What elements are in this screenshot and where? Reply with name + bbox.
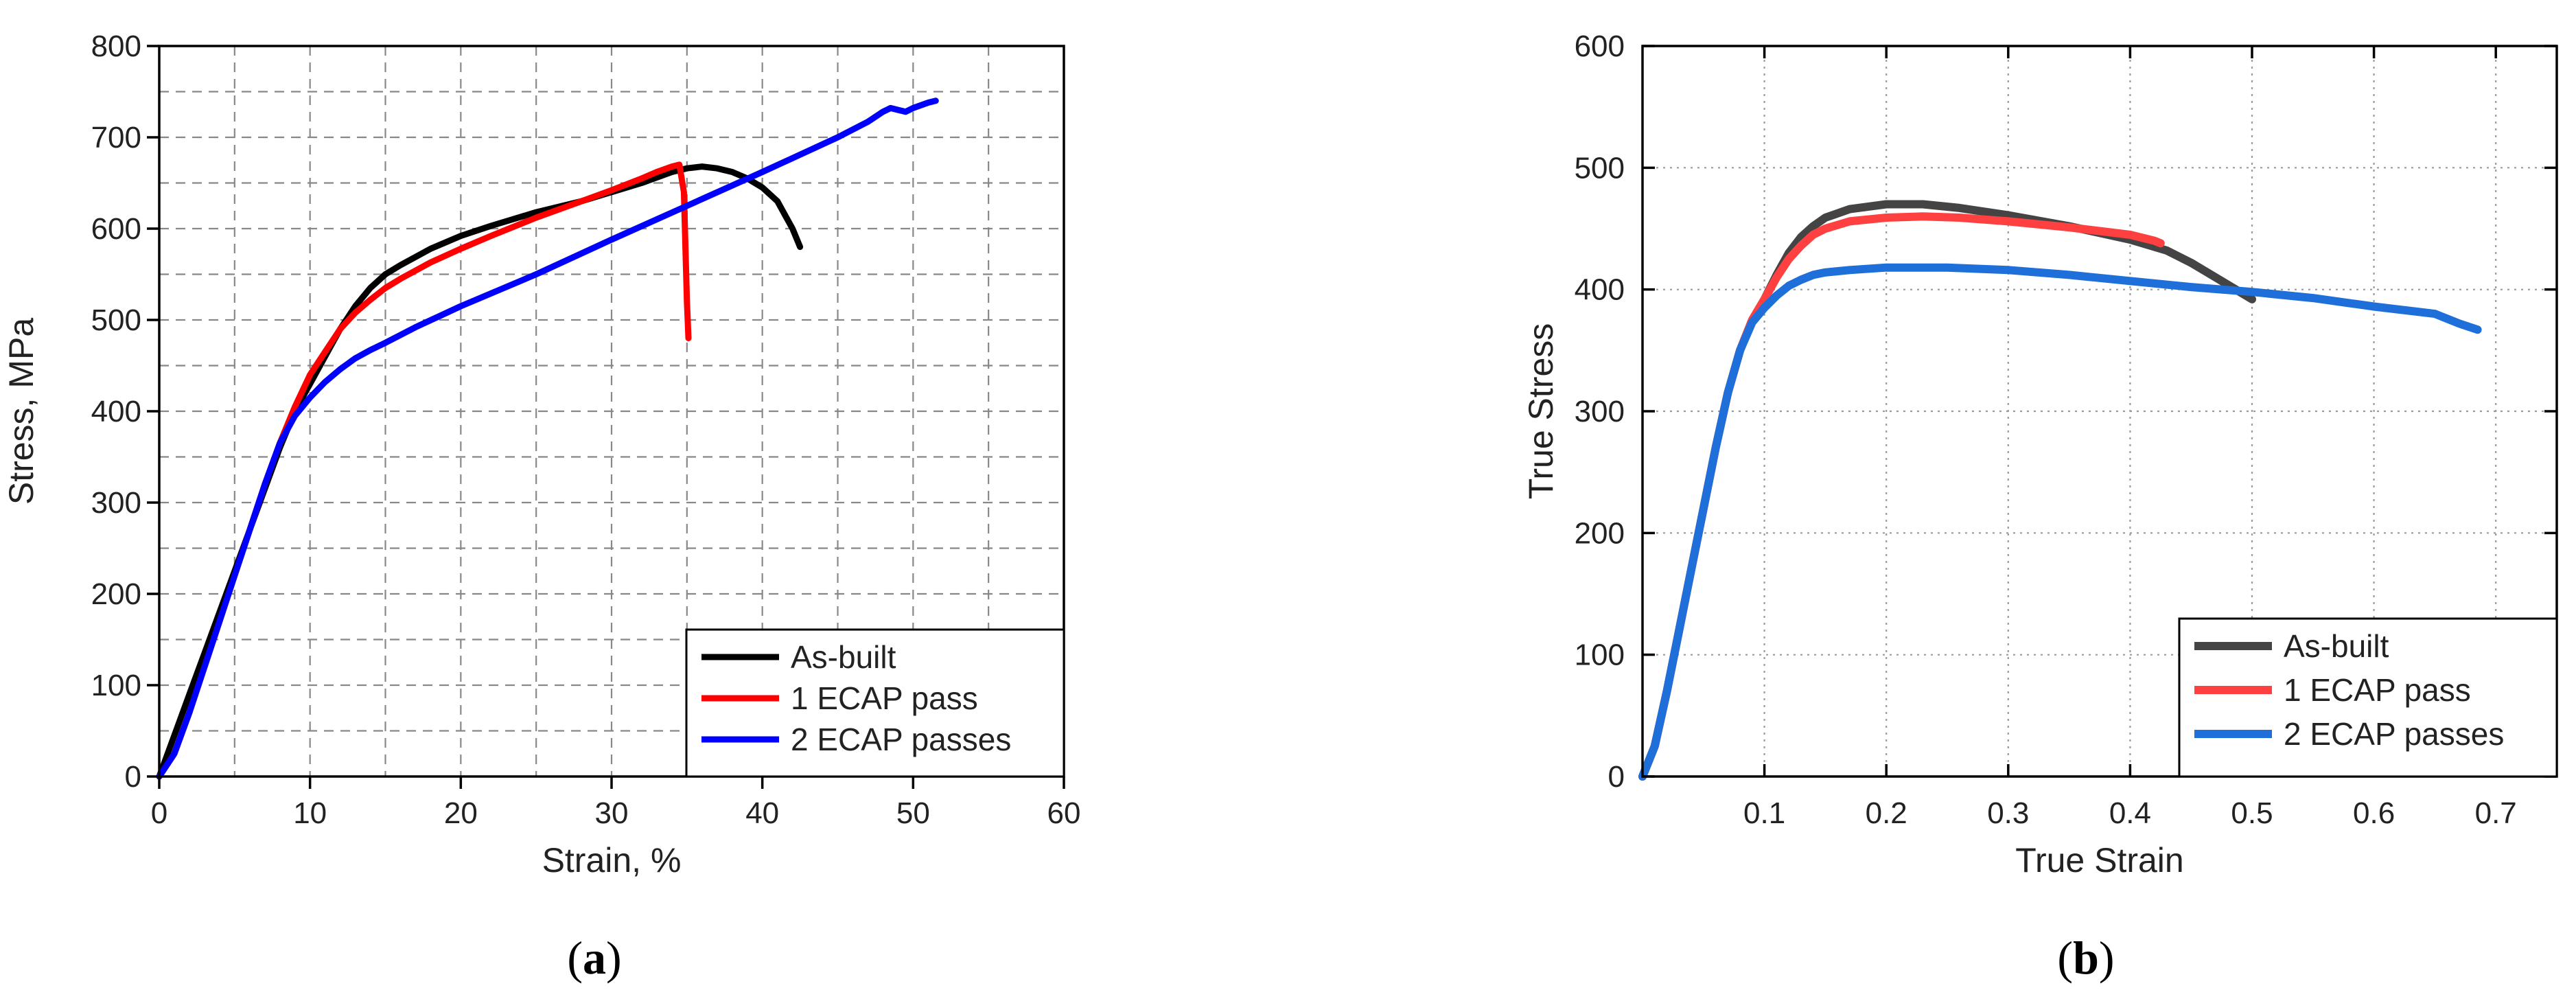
y-tick-label: 400 [1575, 273, 1625, 307]
legend-label-3: 2 ECAP passes [791, 722, 1011, 757]
y-tick-label: 300 [1575, 395, 1625, 428]
series-line-3 [1638, 263, 2482, 781]
x-tick-label: 50 [896, 796, 930, 830]
y-tick-label: 200 [91, 577, 141, 611]
grid [159, 46, 1064, 776]
panel-label-close-paren: ) [606, 932, 622, 984]
y-tick-label: 400 [91, 395, 141, 428]
y-tick-label: 800 [91, 30, 141, 63]
legend: As-built 1 ECAP pass 2 ECAP passes [2178, 617, 2558, 778]
panel-label-open-paren: ( [2057, 932, 2073, 984]
panel-label-b: (b) [2057, 932, 2114, 984]
y-tick-label: 100 [91, 669, 141, 702]
panel-label-close-paren: ) [2099, 932, 2115, 984]
y-tick-label: 700 [91, 121, 141, 154]
x-tick-label: 30 [595, 796, 629, 830]
chart-panel-a: 0 10 20 30 40 50 600100200300400500600700800St… [2, 30, 1080, 984]
panel-label-letter: a [583, 932, 606, 984]
ticks: 0.1 0.2 0.3 0.4 0.5 0.6 0.7 0 100 200 300 400 500 600 [1575, 30, 2557, 830]
series-group [156, 97, 939, 780]
legend-label-2: 1 ECAP pass [791, 680, 978, 716]
legend-label-1: As-built [2284, 628, 2389, 664]
x-tick-label: 60 [1047, 796, 1081, 830]
x-tick-label: 0.3 [1987, 796, 2029, 830]
panel-label-open-paren: ( [567, 932, 583, 984]
legend-label-1: As-built [791, 639, 896, 675]
y-axis-label: Stress, MPa [2, 318, 40, 505]
x-tick-label: 0.6 [2353, 796, 2395, 830]
y-tick-label: 0 [125, 760, 141, 794]
y-tick-label: 300 [91, 486, 141, 520]
x-tick-label: 0.4 [2109, 796, 2151, 830]
y-tick-label: 200 [1575, 516, 1625, 550]
panel-label-letter: b [2073, 932, 2099, 984]
x-axis-label: True Strain [2015, 841, 2183, 879]
y-tick-label: 500 [91, 303, 141, 337]
y-tick-label: 600 [1575, 30, 1625, 63]
x-tick-label: 0 [151, 796, 167, 830]
x-tick-label: 0.1 [1743, 796, 1785, 830]
chart-panel-b: 0.1 0.2 0.3 0.4 0.5 0.6 0.7 0 100 200 300 400 500 600… [1522, 30, 2558, 984]
x-tick-label: 0.2 [1866, 796, 1907, 830]
y-tick-label: 100 [1575, 638, 1625, 672]
series-group [1638, 200, 2482, 781]
x-tick-label: 20 [444, 796, 478, 830]
panel-label-a: (a) [567, 932, 621, 984]
y-tick-label: 0 [1608, 760, 1625, 794]
x-tick-label: 0.7 [2475, 796, 2517, 830]
legend-label-3: 2 ECAP passes [2284, 716, 2504, 752]
y-axis-label: True Stress [1522, 323, 1560, 500]
grid [1643, 46, 2557, 776]
y-tick-label: 500 [1575, 151, 1625, 185]
x-tick-label: 10 [293, 796, 327, 830]
legend: As-built 1 ECAP pass 2 ECAP passes [685, 628, 1065, 778]
x-axis-label: Strain, % [542, 841, 682, 879]
legend-label-2: 1 ECAP pass [2284, 672, 2471, 708]
x-tick-label: 0.5 [2231, 796, 2273, 830]
y-tick-label: 600 [91, 212, 141, 246]
series-line-3 [156, 97, 939, 780]
x-tick-label: 40 [745, 796, 779, 830]
